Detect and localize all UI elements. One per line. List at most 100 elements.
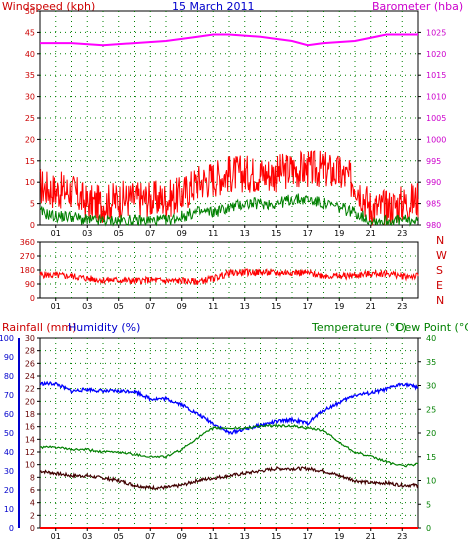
x-tick-label: 07 [145, 532, 155, 541]
y-tick-label-left: 0 [30, 221, 35, 230]
y-tick-label-rain: 10 [4, 505, 14, 514]
x-tick-label: 09 [177, 229, 187, 238]
y-tick-label-right: 1010 [426, 93, 446, 102]
windspeed-axis-title: Windspeed (kph) [2, 0, 95, 13]
x-tick-label: 19 [334, 302, 344, 311]
dewpoint-axis-title: Dew Point (°C) [396, 321, 468, 334]
y-tick-label-left: 180 [20, 266, 35, 275]
y-tick-label-left: 10 [25, 178, 35, 187]
x-tick-label: 15 [271, 229, 281, 238]
y-tick-label-humidity: 28 [25, 347, 35, 356]
y-tick-label-humidity: 2 [30, 511, 35, 520]
x-tick-label: 01 [51, 302, 61, 311]
y-tick-label-humidity: 12 [25, 448, 35, 457]
series-dewpoint [39, 465, 419, 491]
compass-label: W [436, 249, 447, 262]
x-tick-label: 03 [82, 229, 92, 238]
x-tick-label: 13 [240, 302, 250, 311]
y-tick-label-left: 5 [30, 200, 35, 209]
x-tick-label: 23 [397, 532, 407, 541]
y-tick-label-temp: 20 [426, 429, 436, 438]
y-tick-label-humidity: 14 [25, 435, 35, 444]
y-tick-label-left: 25 [25, 114, 35, 123]
y-tick-label-temp: 30 [426, 382, 436, 391]
y-tick-label-right: 990 [426, 178, 441, 187]
y-tick-label-humidity: 4 [30, 499, 35, 508]
x-tick-label: 15 [271, 302, 281, 311]
y-tick-label-humidity: 8 [30, 473, 35, 482]
y-tick-label-humidity: 20 [25, 397, 35, 406]
x-tick-label: 13 [240, 229, 250, 238]
x-tick-label: 09 [177, 532, 187, 541]
x-tick-label: 01 [51, 532, 61, 541]
x-tick-label: 11 [208, 532, 218, 541]
temperature-axis-title: Temperature (°C) [311, 321, 407, 334]
compass-label: E [436, 279, 443, 292]
y-tick-label-rain: 40 [4, 448, 14, 457]
y-tick-label-temp: 10 [426, 477, 436, 486]
x-tick-label: 05 [114, 229, 124, 238]
y-tick-label-right: 985 [426, 200, 441, 209]
x-tick-label: 07 [145, 229, 155, 238]
x-tick-label: 21 [366, 302, 376, 311]
y-tick-label-right: 1025 [426, 28, 446, 37]
x-tick-label: 03 [82, 532, 92, 541]
x-tick-label: 19 [334, 532, 344, 541]
y-tick-label-left: 40 [25, 50, 35, 59]
compass-label: N [436, 294, 444, 307]
y-tick-label-rain: 30 [4, 467, 14, 476]
y-tick-label-temp: 40 [426, 334, 436, 343]
barometer-axis-title: Barometer (hba) [372, 0, 463, 13]
y-tick-label-temp: 15 [426, 453, 436, 462]
y-tick-label-rain: 90 [4, 353, 14, 362]
rain-humidity-panel-grid [40, 338, 418, 528]
y-tick-label-right: 980 [426, 221, 441, 230]
y-tick-label-rain: 50 [4, 429, 14, 438]
y-tick-label-rain: 100 [0, 334, 14, 343]
y-tick-label-temp: 25 [426, 405, 436, 414]
wind-panel-grid [40, 11, 418, 225]
y-tick-label-right: 995 [426, 157, 441, 166]
x-tick-label: 05 [114, 532, 124, 541]
compass-label: S [436, 264, 443, 277]
y-tick-label-humidity: 30 [25, 334, 35, 343]
x-tick-label: 17 [303, 302, 313, 311]
direction-panel-grid [40, 242, 418, 298]
y-tick-label-humidity: 18 [25, 410, 35, 419]
date-title: 15 March 2011 [172, 0, 255, 13]
x-tick-label: 21 [366, 532, 376, 541]
y-tick-label-humidity: 0 [30, 524, 35, 533]
y-tick-label-right: 1005 [426, 114, 446, 123]
x-tick-label: 11 [208, 302, 218, 311]
y-tick-label-left: 15 [25, 157, 35, 166]
x-tick-label: 11 [208, 229, 218, 238]
y-tick-label-left: 20 [25, 135, 35, 144]
y-tick-label-temp: 35 [426, 358, 436, 367]
y-tick-label-left: 90 [25, 280, 35, 289]
series-barometer [40, 33, 418, 47]
y-tick-label-left: 360 [20, 238, 35, 247]
y-tick-label-rain: 60 [4, 410, 14, 419]
wind-panel-axes: 0510152025303540455098098599099510001005… [25, 7, 447, 238]
x-tick-label: 23 [397, 229, 407, 238]
x-tick-label: 17 [303, 229, 313, 238]
x-tick-label: 15 [271, 532, 281, 541]
y-tick-label-humidity: 22 [25, 385, 35, 394]
rainfall-axis-title: Rainfall (mm) [2, 321, 76, 334]
x-tick-label: 07 [145, 302, 155, 311]
y-tick-label-rain: 70 [4, 391, 14, 400]
x-tick-label: 23 [397, 302, 407, 311]
y-tick-label-temp: 5 [426, 500, 431, 509]
series-wind-gust [39, 150, 419, 227]
y-tick-label-humidity: 24 [25, 372, 35, 381]
y-tick-label-humidity: 26 [25, 359, 35, 368]
y-tick-label-left: 0 [30, 294, 35, 303]
y-tick-label-humidity: 10 [25, 461, 35, 470]
rain-humidity-panel-series [39, 380, 419, 529]
x-tick-label: 21 [366, 229, 376, 238]
y-tick-label-left: 30 [25, 93, 35, 102]
y-tick-label-humidity: 16 [25, 423, 35, 432]
y-tick-label-left: 270 [20, 252, 35, 261]
